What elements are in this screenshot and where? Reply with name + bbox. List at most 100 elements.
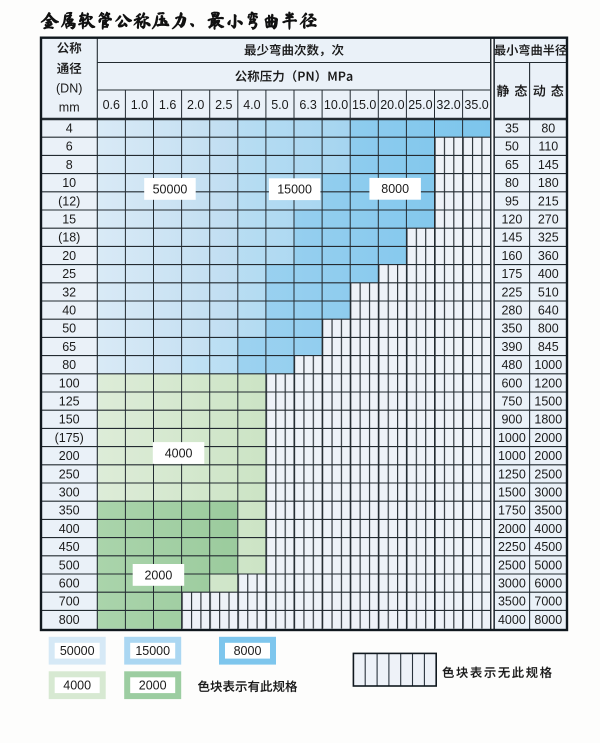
svg-text:15.0: 15.0 [352,98,376,112]
svg-text:5.0: 5.0 [271,98,288,112]
svg-text:300: 300 [59,486,80,500]
svg-text:4.0: 4.0 [243,98,260,112]
svg-text:325: 325 [538,231,559,245]
svg-text:1250: 1250 [498,467,526,481]
svg-text:65: 65 [505,158,519,172]
svg-text:150: 150 [59,413,80,427]
svg-text:4500: 4500 [534,540,562,554]
svg-text:350: 350 [501,322,522,336]
svg-text:8000: 8000 [234,644,262,658]
svg-text:6.3: 6.3 [299,98,316,112]
svg-text:750: 750 [501,395,522,409]
svg-text:640: 640 [538,304,559,318]
svg-text:100: 100 [59,376,80,390]
svg-text:65: 65 [62,340,76,354]
svg-text:2500: 2500 [534,467,562,481]
svg-text:215: 215 [538,194,559,208]
svg-text:80: 80 [62,358,76,372]
svg-text:4000: 4000 [165,446,193,460]
svg-text:120: 120 [501,213,522,227]
svg-text:mm: mm [59,101,80,115]
svg-text:50000: 50000 [153,182,188,196]
svg-text:0.6: 0.6 [103,98,120,112]
svg-text:(175): (175) [55,431,84,445]
svg-text:2000: 2000 [139,679,167,693]
svg-text:3500: 3500 [498,595,526,609]
svg-text:4000: 4000 [498,613,526,627]
svg-text:2.0: 2.0 [187,98,204,112]
svg-text:845: 845 [538,340,559,354]
svg-text:4000: 4000 [534,522,562,536]
svg-text:390: 390 [501,340,522,354]
svg-text:360: 360 [538,249,559,263]
svg-text:20: 20 [62,249,76,263]
svg-text:3000: 3000 [498,577,526,591]
svg-text:10.0: 10.0 [324,98,348,112]
svg-text:1000: 1000 [534,358,562,372]
svg-text:1200: 1200 [534,376,562,390]
svg-text:3500: 3500 [534,504,562,518]
svg-text:35.0: 35.0 [464,98,488,112]
svg-text:200: 200 [59,449,80,463]
svg-text:160: 160 [501,249,522,263]
svg-text:5000: 5000 [534,558,562,572]
svg-text:250: 250 [59,467,80,481]
svg-text:8000: 8000 [534,613,562,627]
svg-text:125: 125 [59,395,80,409]
svg-text:95: 95 [505,194,519,208]
svg-text:6000: 6000 [534,577,562,591]
svg-text:2000: 2000 [534,431,562,445]
svg-text:180: 180 [538,176,559,190]
svg-text:2250: 2250 [498,540,526,554]
svg-text:25.0: 25.0 [408,98,432,112]
svg-text:1.0: 1.0 [131,98,148,112]
svg-text:20.0: 20.0 [380,98,404,112]
svg-text:600: 600 [501,376,522,390]
svg-text:1000: 1000 [498,449,526,463]
svg-text:2000: 2000 [144,568,172,582]
svg-text:8000: 8000 [381,182,409,196]
svg-text:35: 35 [505,122,519,136]
svg-text:15000: 15000 [135,644,170,658]
svg-text:600: 600 [59,577,80,591]
svg-text:400: 400 [538,267,559,281]
svg-text:4: 4 [66,122,73,136]
svg-text:145: 145 [501,231,522,245]
svg-text:15: 15 [62,213,76,227]
svg-text:15000: 15000 [277,183,312,197]
svg-text:2.5: 2.5 [215,98,232,112]
svg-text:2000: 2000 [534,449,562,463]
svg-text:500: 500 [59,558,80,572]
svg-text:800: 800 [538,322,559,336]
svg-text:2500: 2500 [498,558,526,572]
svg-text:700: 700 [59,595,80,609]
svg-text:8: 8 [66,158,73,172]
svg-text:7000: 7000 [534,595,562,609]
svg-text:50000: 50000 [60,644,95,658]
svg-text:80: 80 [505,176,519,190]
svg-text:1800: 1800 [534,413,562,427]
svg-text:40: 40 [62,304,76,318]
svg-text:32.0: 32.0 [436,98,460,112]
svg-text:6: 6 [66,140,73,154]
svg-text:80: 80 [541,122,555,136]
svg-text:900: 900 [501,413,522,427]
svg-text:10: 10 [62,176,76,190]
svg-text:450: 450 [59,540,80,554]
svg-text:1750: 1750 [498,504,526,518]
svg-text:1500: 1500 [534,395,562,409]
svg-text:225: 225 [501,285,522,299]
svg-text:280: 280 [501,304,522,318]
svg-text:2000: 2000 [498,522,526,536]
svg-text:510: 510 [538,285,559,299]
svg-text:1.6: 1.6 [159,98,176,112]
svg-text:32: 32 [62,285,76,299]
svg-text:1000: 1000 [498,431,526,445]
svg-text:480: 480 [501,358,522,372]
svg-text:350: 350 [59,504,80,518]
svg-text:800: 800 [59,613,80,627]
svg-text:(18): (18) [58,231,80,245]
svg-text:175: 175 [501,267,522,281]
svg-text:145: 145 [538,158,559,172]
svg-text:50: 50 [505,140,519,154]
